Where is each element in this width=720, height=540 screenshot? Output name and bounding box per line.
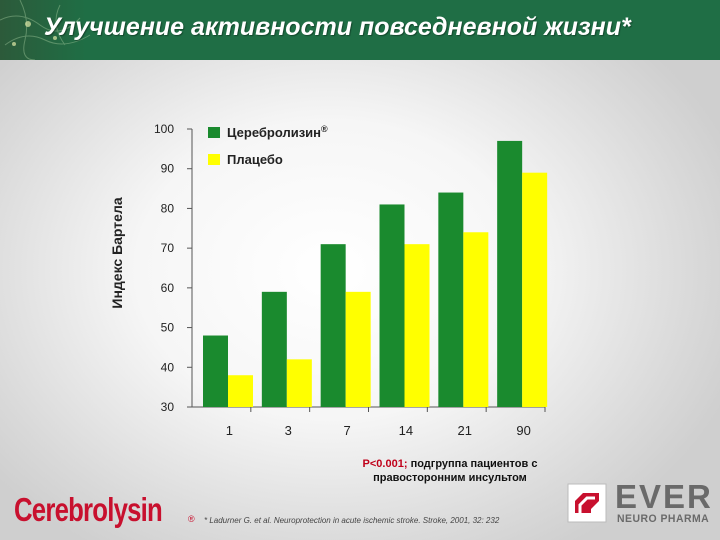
y-tick-label: 50: [161, 321, 175, 335]
legend: Церебролизин® Плацебо: [208, 124, 328, 167]
bar-placebo: [463, 232, 489, 407]
bar-placebo: [286, 359, 312, 407]
significance-text: подгруппа пациентов с правосторонним инс…: [373, 458, 538, 484]
bar-placebo: [228, 375, 253, 407]
axis-labels: 30 40 50 60 70 80 90 100 Индекс Бартела 1 3 7 14 21 90: [109, 122, 531, 438]
ever-logo-icon: [567, 483, 607, 523]
x-tick-label: 21: [458, 423, 472, 438]
y-tick-label: 60: [161, 281, 175, 295]
registered-mark: ®: [188, 514, 195, 524]
legend-label-cerebrolysin: Церебролизин®: [227, 124, 328, 140]
company-name: EVER: [615, 478, 713, 515]
legend-swatch-cerebrolysin: [208, 127, 220, 138]
y-tick-label: 90: [161, 162, 175, 176]
x-tick-label: 14: [399, 423, 413, 438]
y-axis-title: Индекс Бартела: [109, 197, 125, 308]
y-tick-label: 30: [161, 400, 175, 414]
bar-cerebrolysin: [203, 335, 228, 407]
bars: [203, 140, 548, 407]
legend-registered-mark: ®: [321, 124, 328, 134]
y-tick-label: 80: [161, 201, 175, 215]
header-texture: [0, 0, 720, 60]
bar-cerebrolysin: [261, 291, 287, 407]
company-subtitle: NEURO PHARMA: [617, 513, 710, 525]
y-tick-label: 100: [154, 122, 174, 136]
x-tick-label: 90: [516, 423, 530, 438]
x-tick-label: 7: [343, 423, 350, 438]
x-tick-label: 1: [226, 423, 233, 438]
cerebrolysin-logo: Cerebrolysin: [14, 491, 163, 528]
bar-placebo: [404, 244, 430, 407]
bar-placebo: [345, 291, 371, 407]
significance-note: P<0.001; подгруппа пациентов с правостор…: [320, 457, 580, 485]
legend-label-placebo: Плацебо: [227, 152, 283, 167]
p-value: P<0.001;: [362, 458, 408, 470]
legend-swatch-placebo: [208, 154, 220, 165]
bar-placebo: [522, 172, 548, 407]
header-bar: Улучшение активности повседневной жизни*: [0, 0, 720, 60]
slide-title: Улучшение активности повседневной жизни*: [44, 13, 631, 41]
reference-text: * Ladurner G. et al. Neuroprotection in …: [204, 516, 500, 525]
bar-cerebrolysin: [497, 140, 523, 407]
bar-cerebrolysin: [379, 204, 405, 407]
bar-cerebrolysin: [320, 244, 346, 407]
x-tick-label: 3: [285, 423, 292, 438]
y-tick-label: 70: [161, 241, 175, 255]
bar-cerebrolysin: [438, 192, 464, 407]
y-tick-label: 40: [161, 360, 175, 374]
